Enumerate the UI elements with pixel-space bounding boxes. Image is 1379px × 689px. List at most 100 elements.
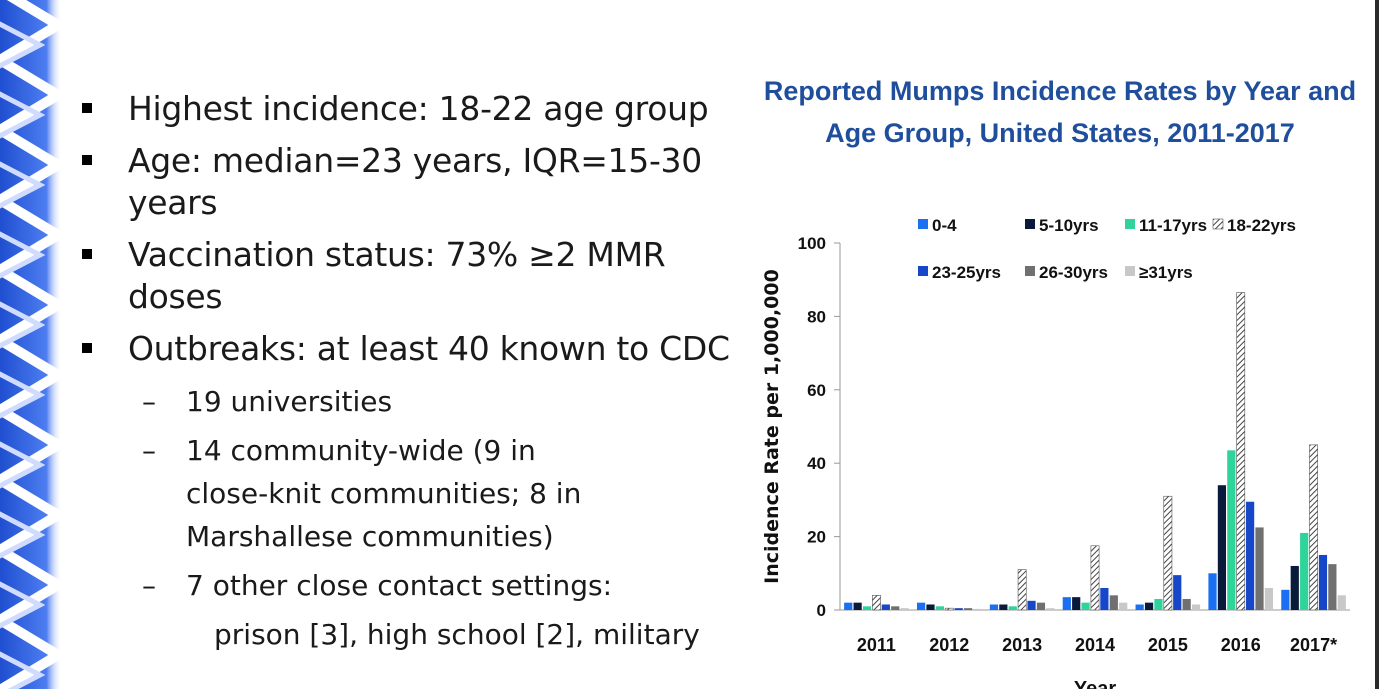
bar-23-25yrs-2016 — [1246, 501, 1255, 610]
legend-label: 18-22yrs — [1227, 216, 1296, 235]
bullet-list: Highest incidence: 18-22 age group Age: … — [78, 88, 730, 656]
bullet-text: Vaccination status: 73% ≥2 MMR doses — [128, 235, 666, 316]
mumps-incidence-chart: Reported Mumps Incidence Rates by Year a… — [740, 70, 1370, 689]
square-bullet-icon — [82, 343, 92, 353]
bar-26-30yrs-2014 — [1109, 595, 1118, 610]
bullet-age: Age: median=23 years, IQR=15-30 years — [78, 140, 728, 224]
x-tick-label: 2013 — [1002, 635, 1042, 655]
bar-11-17yrs-2012 — [935, 606, 944, 610]
legend-label: ≥31yrs — [1139, 263, 1193, 282]
bar-23-25yrs-2014 — [1100, 587, 1109, 610]
bar-26-30yrs-2017 — [1328, 564, 1337, 610]
y-axis-label: Incidence Rate per 1,000,000 — [761, 269, 783, 584]
bar-23-25yrs-2012 — [954, 608, 963, 610]
y-tick-label: 0 — [817, 601, 826, 620]
sub-bullet-community-wide: – 14 community-wide (9 in close-knit com… — [78, 429, 616, 558]
bar-11-17yrs-2016 — [1227, 450, 1236, 610]
bar-0-4-2014 — [1062, 597, 1071, 610]
bar-5-10yrs-2013 — [999, 604, 1008, 610]
square-bullet-icon — [82, 103, 92, 113]
sub-bullet-text: 14 community-wide (9 in close-knit commu… — [186, 434, 582, 553]
bar-18-22yrs-2017 — [1309, 444, 1318, 611]
x-tick-label: 2016 — [1221, 635, 1261, 655]
y-tick-label: 80 — [807, 307, 826, 326]
bar--31yrs-2014 — [1119, 602, 1128, 610]
bar-26-30yrs-2012 — [963, 608, 973, 610]
dash-bullet-icon: – — [142, 569, 156, 602]
y-tick-label: 40 — [807, 454, 826, 473]
bar-5-10yrs-2014 — [1072, 597, 1081, 610]
x-tick-label: 2012 — [929, 635, 969, 655]
bar-5-10yrs-2017 — [1290, 565, 1299, 610]
bar-11-17yrs-2013 — [1008, 606, 1017, 610]
legend-swatch-3 — [1212, 218, 1224, 230]
sub-bullet-close-contact: – 7 other close contact settings: — [78, 564, 728, 607]
bar-5-10yrs-2016 — [1217, 485, 1227, 610]
bullet-vaccination-status: Vaccination status: 73% ≥2 MMR doses — [78, 234, 728, 318]
bullet-outbreaks: Outbreaks: at least 40 known to CDC — [78, 328, 730, 370]
x-tick-label: 2017* — [1290, 635, 1337, 655]
bar--31yrs-2013 — [1046, 608, 1055, 610]
bar-5-10yrs-2012 — [926, 604, 935, 610]
bar--31yrs-2012 — [973, 608, 982, 610]
bar-0-4-2012 — [916, 602, 926, 610]
bar-11-17yrs-2015 — [1154, 598, 1163, 610]
bar--31yrs-2017 — [1337, 595, 1346, 610]
bar-5-10yrs-2011 — [853, 602, 862, 610]
bar--31yrs-2015 — [1191, 604, 1201, 610]
legend-swatch-4 — [918, 266, 928, 276]
chart-plot: 0 20 40 60 80 100 Incidence Rate per 1,000,000… — [761, 216, 1350, 689]
bar-11-17yrs-2011 — [862, 606, 872, 610]
x-tick-label: 2015 — [1148, 635, 1188, 655]
y-tick-label: 100 — [798, 234, 826, 253]
bar-0-4-2017 — [1281, 589, 1290, 610]
bar-18-22yrs-2016 — [1236, 292, 1246, 611]
square-bullet-icon — [82, 249, 92, 259]
bar-23-25yrs-2017 — [1318, 554, 1328, 610]
legend-label: 26-30yrs — [1039, 263, 1108, 282]
bullet-highest-incidence: Highest incidence: 18-22 age group — [78, 88, 728, 130]
decorative-zigzag-border — [0, 0, 68, 689]
bar-0-4-2013 — [989, 604, 999, 610]
dash-bullet-icon: – — [142, 385, 156, 418]
sub-bullet-text: 7 other close contact settings: — [186, 569, 613, 602]
bar-26-30yrs-2011 — [891, 606, 900, 610]
bar-23-25yrs-2015 — [1173, 575, 1182, 610]
legend-swatch-6 — [1125, 266, 1135, 276]
legend-swatch-1 — [1025, 219, 1035, 229]
right-edge-border — [1375, 0, 1379, 689]
bar--31yrs-2011 — [900, 608, 909, 610]
bar-0-4-2015 — [1135, 604, 1144, 610]
bar-11-17yrs-2017 — [1300, 532, 1309, 610]
y-tick-label: 60 — [807, 381, 826, 400]
sub-bullet-universities: – 19 universities — [78, 380, 728, 423]
legend-label: 0-4 — [932, 216, 957, 235]
bullet-text: Age: median=23 years, IQR=15-30 years — [128, 141, 702, 222]
bar-26-30yrs-2016 — [1255, 527, 1264, 610]
x-tick-label: 2011 — [857, 635, 896, 655]
bar-18-22yrs-2011 — [872, 595, 881, 611]
bar-18-22yrs-2015 — [1163, 495, 1173, 611]
bullet-text: Highest incidence: 18-22 age group — [128, 89, 709, 128]
legend-swatch-2 — [1125, 219, 1135, 229]
legend-label: 5-10yrs — [1039, 216, 1099, 235]
continuation-text: prison [3], high school [2], military — [214, 618, 700, 651]
square-bullet-icon — [82, 155, 92, 165]
legend-swatch-0 — [918, 219, 928, 229]
bar-26-30yrs-2015 — [1182, 598, 1191, 610]
chart-title: Reported Mumps Incidence Rates by Year a… — [763, 76, 1357, 148]
bar-26-30yrs-2013 — [1036, 602, 1046, 610]
bar-23-25yrs-2013 — [1027, 600, 1036, 610]
legend-label: 11-17yrs — [1139, 216, 1207, 235]
bar-11-17yrs-2014 — [1081, 602, 1090, 610]
legend-swatch-5 — [1025, 266, 1035, 276]
bar-23-25yrs-2011 — [881, 604, 890, 610]
sub-bullet-text: 19 universities — [186, 385, 393, 418]
bar-0-4-2011 — [844, 602, 853, 610]
bar--31yrs-2016 — [1264, 587, 1274, 610]
x-axis-label: Year — [1074, 678, 1116, 689]
bar-18-22yrs-2014 — [1090, 545, 1100, 611]
bullet-text: Outbreaks: at least 40 known to CDC — [128, 329, 730, 368]
y-tick-label: 20 — [807, 528, 826, 547]
bar-0-4-2016 — [1208, 573, 1217, 610]
